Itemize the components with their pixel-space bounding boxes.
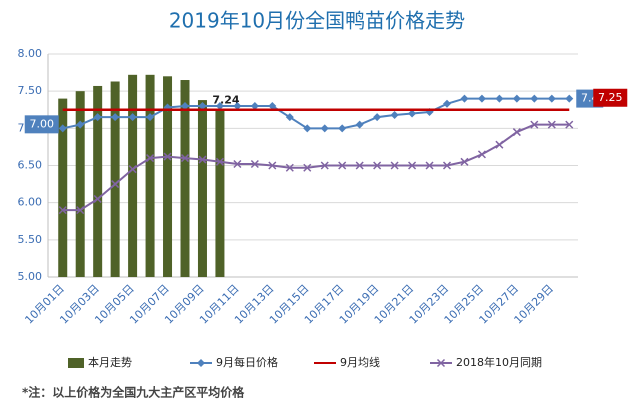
data-label: 7.25 bbox=[598, 91, 623, 104]
marker bbox=[58, 124, 67, 133]
marker bbox=[390, 110, 399, 119]
marker bbox=[93, 113, 102, 122]
marker bbox=[180, 154, 190, 163]
marker bbox=[146, 154, 155, 163]
marker bbox=[268, 102, 277, 111]
marker bbox=[163, 152, 172, 161]
marker bbox=[547, 94, 556, 103]
marker bbox=[512, 94, 521, 103]
marker bbox=[547, 120, 556, 129]
y-tick-label: 5.50 bbox=[18, 233, 43, 246]
legend-marker bbox=[197, 359, 205, 367]
marker bbox=[425, 161, 434, 170]
marker bbox=[268, 161, 277, 170]
marker bbox=[355, 161, 364, 170]
marker bbox=[76, 206, 85, 215]
bar bbox=[197, 100, 207, 277]
legend-swatch bbox=[68, 358, 84, 368]
marker bbox=[111, 113, 120, 122]
marker bbox=[128, 165, 137, 174]
marker bbox=[250, 102, 259, 111]
marker bbox=[285, 163, 294, 172]
marker bbox=[373, 161, 382, 170]
bar bbox=[110, 81, 120, 278]
legend-marker bbox=[436, 358, 446, 368]
marker bbox=[58, 206, 67, 215]
bar bbox=[180, 80, 190, 278]
marker bbox=[565, 120, 574, 129]
marker bbox=[477, 94, 486, 103]
marker bbox=[215, 102, 224, 111]
y-tick-label: 7.50 bbox=[18, 84, 43, 97]
bar bbox=[128, 74, 138, 278]
legend-label: 2018年10月同期 bbox=[456, 355, 542, 369]
marker bbox=[495, 94, 504, 103]
y-tick-label: 6.00 bbox=[18, 196, 43, 209]
marker bbox=[355, 120, 364, 129]
marker bbox=[373, 113, 382, 122]
marker bbox=[443, 99, 451, 108]
marker bbox=[233, 159, 242, 169]
bar bbox=[145, 74, 155, 278]
y-tick-label: 5.00 bbox=[18, 270, 43, 283]
marker bbox=[530, 94, 539, 103]
marker bbox=[390, 161, 399, 170]
marker bbox=[495, 140, 504, 149]
marker bbox=[512, 128, 521, 137]
marker bbox=[303, 163, 312, 172]
marker bbox=[460, 94, 469, 103]
marker bbox=[408, 161, 417, 170]
bar bbox=[58, 98, 68, 277]
marker bbox=[128, 113, 137, 122]
marker bbox=[181, 102, 189, 111]
marker bbox=[233, 102, 242, 111]
marker bbox=[303, 124, 312, 133]
y-tick-label: 8.00 bbox=[18, 47, 43, 60]
marker bbox=[320, 161, 329, 170]
data-label: 7.00 bbox=[29, 117, 54, 130]
marker bbox=[477, 150, 486, 159]
bar bbox=[163, 76, 173, 277]
marker bbox=[320, 124, 329, 133]
marker bbox=[93, 194, 102, 203]
marker bbox=[198, 155, 207, 164]
marker bbox=[146, 113, 155, 122]
marker bbox=[76, 120, 85, 129]
chart-title: 2019年10月份全国鸭苗价格走势 bbox=[169, 9, 465, 33]
marker bbox=[460, 157, 469, 166]
legend-label: 9月每日价格 bbox=[216, 355, 278, 369]
marker bbox=[111, 180, 120, 189]
marker bbox=[338, 161, 347, 170]
data-label-box bbox=[593, 88, 628, 107]
marker bbox=[215, 157, 224, 166]
marker bbox=[250, 159, 259, 169]
data-label-box bbox=[24, 115, 59, 134]
marker bbox=[565, 94, 574, 103]
marker bbox=[285, 113, 294, 122]
bar bbox=[93, 85, 103, 277]
marker bbox=[338, 124, 347, 133]
bar bbox=[215, 110, 225, 277]
marker bbox=[198, 102, 207, 111]
bar bbox=[75, 91, 85, 278]
legend-label: 本月走势 bbox=[88, 355, 132, 369]
note: *注：以上价格为全国九大主产区平均价格 bbox=[22, 385, 245, 400]
marker bbox=[530, 120, 539, 129]
marker bbox=[408, 109, 417, 118]
legend-label: 9月均线 bbox=[340, 355, 380, 369]
marker bbox=[442, 161, 452, 170]
y-tick-label: 6.50 bbox=[18, 159, 43, 172]
